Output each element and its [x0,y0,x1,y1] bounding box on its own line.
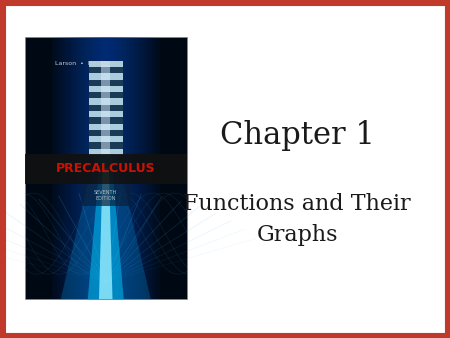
Bar [87,37,125,299]
Bar [89,130,123,136]
Bar [89,136,123,143]
Bar [95,37,117,299]
Bar [79,37,133,299]
Bar [52,37,160,299]
Bar [65,37,146,299]
Bar [89,111,123,117]
Bar [89,117,123,124]
Bar [89,80,123,86]
Polygon shape [88,155,124,299]
Bar [81,184,130,206]
Bar [71,37,141,299]
Bar [25,37,187,299]
Bar [89,92,123,98]
Bar [57,37,154,299]
Bar [89,61,123,67]
Bar [92,37,119,299]
Text: Functions and Their
Graphs: Functions and Their Graphs [183,193,411,246]
Bar [89,98,123,105]
Bar [81,37,130,299]
Bar [89,73,123,80]
Text: PRECALCULUS: PRECALCULUS [56,162,156,175]
Bar [84,37,127,299]
Bar [73,37,138,299]
Bar [68,37,144,299]
Bar [90,37,122,299]
Bar [89,86,123,92]
Bar [54,37,157,299]
Text: SEVENTH
EDITION: SEVENTH EDITION [94,190,117,201]
Bar [89,149,123,155]
Bar [98,37,114,299]
Bar [100,37,111,299]
Bar [63,37,149,299]
Text: Larson  •  Hostetler: Larson • Hostetler [55,61,117,66]
Polygon shape [61,155,151,299]
Bar [89,105,123,111]
Bar [60,37,152,299]
Bar [89,67,123,73]
Bar [103,37,108,299]
Bar [76,37,135,299]
Bar [89,124,123,130]
Bar [101,61,110,155]
Polygon shape [99,168,112,299]
Text: Chapter 1: Chapter 1 [220,120,374,151]
Bar [89,143,123,149]
Bar [25,154,187,184]
